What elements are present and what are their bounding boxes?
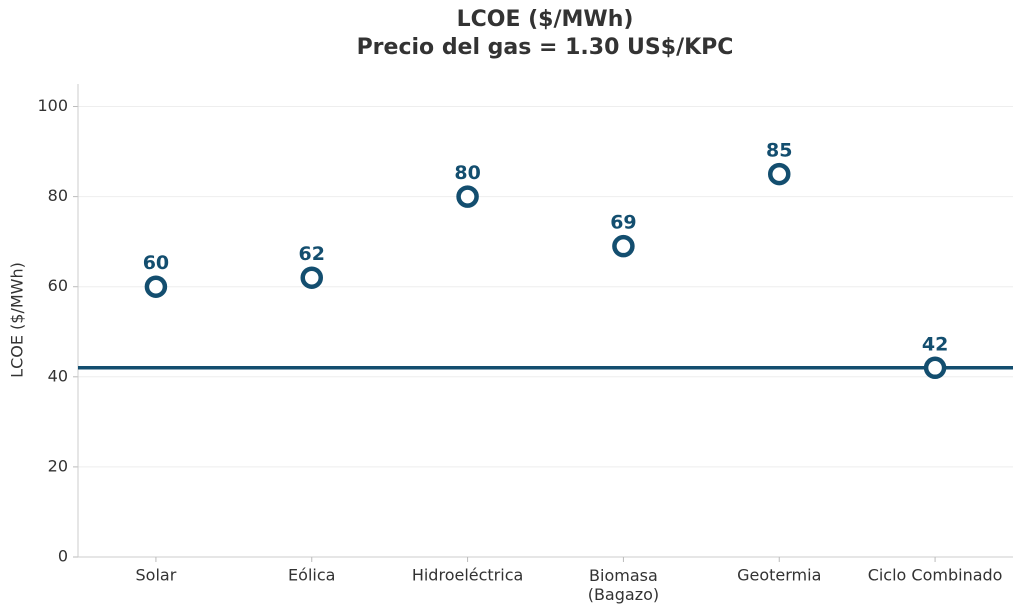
y-tick-label: 40 xyxy=(48,366,68,385)
dot xyxy=(144,275,168,298)
dot xyxy=(923,356,947,380)
x-tick-label: Eólica xyxy=(288,566,335,585)
value-label: 69 xyxy=(610,212,636,234)
x-tick-label: Biomasa (Bagazo) xyxy=(588,566,659,604)
dot xyxy=(300,266,323,289)
dot xyxy=(456,185,479,208)
y-axis-label: LCOE ($/MWh) xyxy=(8,262,27,378)
y-tick-label: 60 xyxy=(48,276,68,295)
y-tick-label: 80 xyxy=(48,186,68,205)
value-label: 85 xyxy=(766,140,792,162)
y-tick-label: 20 xyxy=(48,456,68,475)
dot xyxy=(768,162,791,186)
chart-subtitle: Precio del gas = 1.30 US$/KPC xyxy=(357,35,734,60)
x-tick-label: Solar xyxy=(136,566,177,585)
x-tick-label: Hidroeléctrica xyxy=(412,566,523,585)
value-label: 80 xyxy=(454,162,480,184)
value-label: 62 xyxy=(299,243,325,265)
x-tick-label: Ciclo Combinado xyxy=(868,566,1003,585)
y-tick-label: 100 xyxy=(37,96,68,115)
chart-title: LCOE ($/MWh) xyxy=(457,7,634,32)
value-label: 60 xyxy=(143,252,169,274)
y-tick-label: 0 xyxy=(58,547,68,566)
value-label: 42 xyxy=(922,333,948,355)
x-tick-label: Geotermia xyxy=(737,566,821,585)
dot xyxy=(612,234,635,258)
